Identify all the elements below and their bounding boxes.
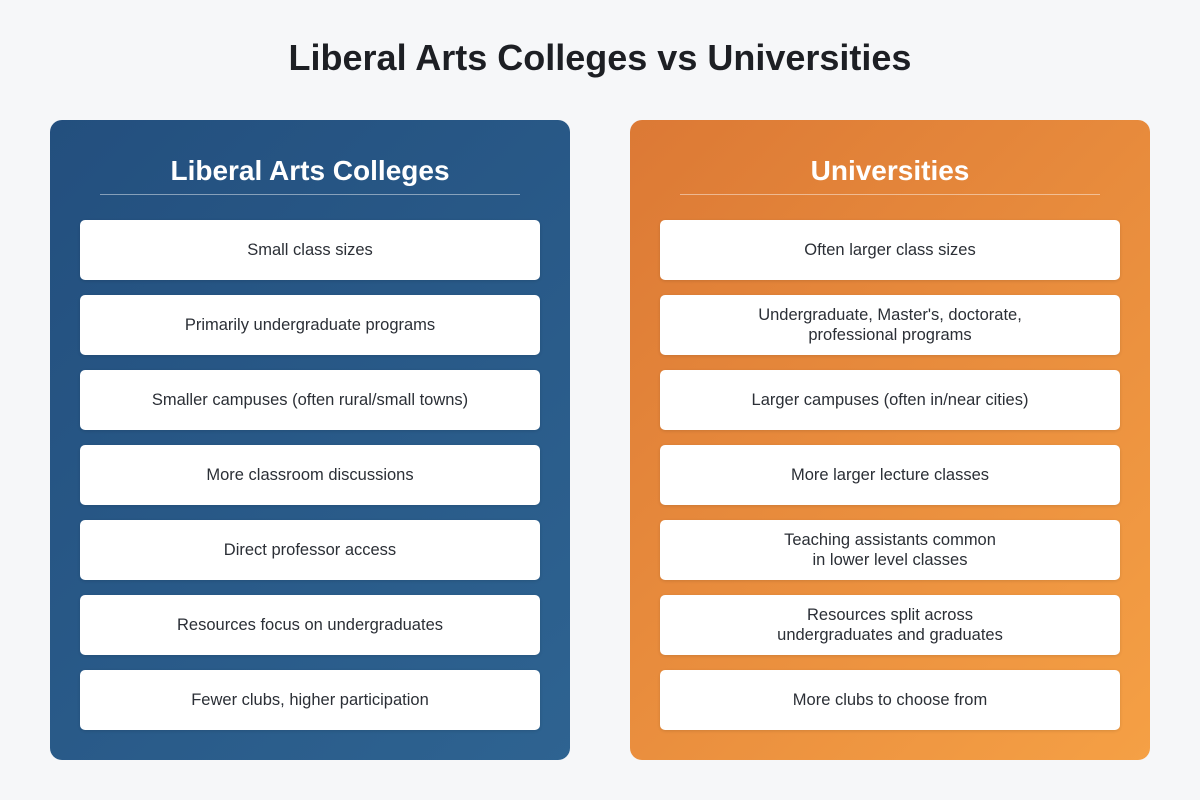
comparison-item-text: Fewer clubs, higher participation [191,691,429,709]
comparison-item-text: More larger lecture classes [790,466,990,484]
comparison-item: More classroom discussions [80,445,540,505]
liberal-arts-colleges-list: Small class sizes Primarily undergraduat… [80,220,540,745]
comparison-item: Larger campuses (often in/near cities) [660,370,1120,430]
comparison-item: Smaller campuses (often rural/small town… [80,370,540,430]
universities-panel: Universities Often larger class sizes Un… [630,120,1150,760]
comparison-item-text: Larger campuses (often in/near cities) [751,391,1029,409]
comparison-item-text: More classroom discussions [206,466,414,484]
comparison-item-text: More clubs to choose from [792,691,988,709]
comparison-item-text: Often larger class sizes [804,241,976,259]
comparison-item: Resources focus on undergraduates [80,595,540,655]
comparison-item: Teaching assistants common in lower leve… [660,520,1120,580]
comparison-item: Fewer clubs, higher participation [80,670,540,730]
panel-divider [680,194,1100,195]
comparison-item: Primarily undergraduate programs [80,295,540,355]
panel-divider [100,194,520,195]
page-title: Liberal Arts Colleges vs Universities [288,37,912,78]
liberal-arts-colleges-panel: Liberal Arts Colleges Small class sizes … [50,120,570,760]
comparison-item-text: Resources split across undergraduates an… [777,606,1003,644]
comparison-item-text: Small class sizes [247,241,373,259]
comparison-item-text: Teaching assistants common in lower leve… [784,531,996,569]
comparison-item: Often larger class sizes [660,220,1120,280]
comparison-item: Resources split across undergraduates an… [660,595,1120,655]
comparison-item-text: Direct professor access [223,541,397,559]
comparison-item-text: Resources focus on undergraduates [177,616,443,634]
comparison-item: More clubs to choose from [660,670,1120,730]
comparison-item: Direct professor access [80,520,540,580]
comparison-item-text: Undergraduate, Master's, doctorate, prof… [758,306,1022,344]
comparison-item-text: Smaller campuses (often rural/small town… [151,391,469,409]
comparison-item: Undergraduate, Master's, doctorate, prof… [660,295,1120,355]
universities-list: Often larger class sizes Undergraduate, … [660,220,1120,745]
comparison-item: More larger lecture classes [660,445,1120,505]
liberal-arts-colleges-heading: Liberal Arts Colleges [170,155,450,186]
comparison-item-text: Primarily undergraduate programs [184,316,436,334]
comparison-item: Small class sizes [80,220,540,280]
universities-heading: Universities [810,155,970,186]
